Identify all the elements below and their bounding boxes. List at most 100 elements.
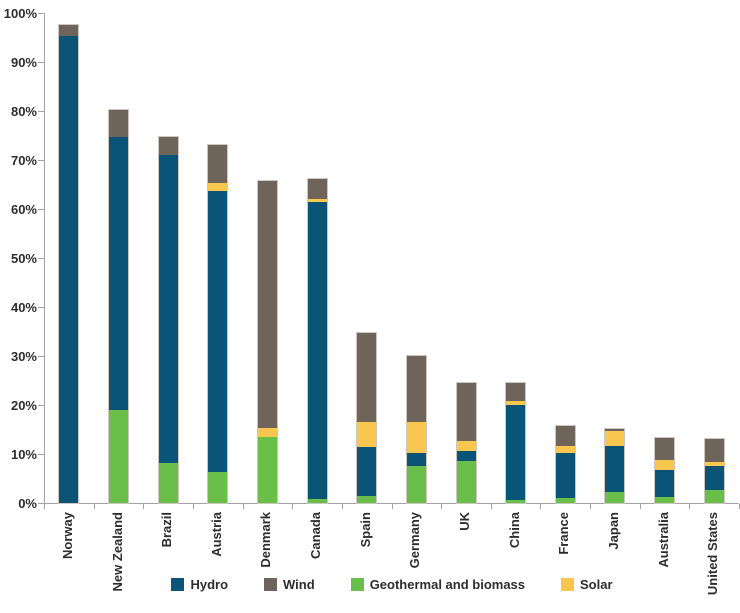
bar-segment-hydro-germany <box>406 452 426 466</box>
x-axis-tick <box>192 504 194 509</box>
bar-segment-hydro-china <box>506 404 526 501</box>
bar-new-zealand <box>108 108 129 504</box>
bar-segment-hydro-france <box>555 453 575 499</box>
bar-segment-geothermal-and-biomass-france <box>555 498 575 504</box>
legend-label-wind: Wind <box>283 577 315 592</box>
bar-denmark <box>256 179 278 504</box>
bar-segment-solar-china <box>506 400 526 405</box>
bar-segment-geothermal-and-biomass-united-states <box>704 489 724 503</box>
y-axis-tick-label: 50% <box>10 251 37 266</box>
bar-segment-solar-australia <box>655 459 674 471</box>
bar-germany <box>405 354 427 504</box>
x-axis-tick <box>44 504 45 509</box>
x-axis-label-austria: Austria <box>208 512 224 557</box>
x-axis-label-denmark: Denmark <box>258 512 274 568</box>
y-axis-tick-label: 100% <box>3 6 37 21</box>
bar-australia <box>654 437 675 504</box>
bar-segment-wind-canada <box>307 179 327 199</box>
bar-france <box>554 425 576 504</box>
bar-segment-hydro-united-states <box>704 465 724 490</box>
x-axis-tick <box>143 504 145 509</box>
bar-segment-solar-uk <box>456 440 476 451</box>
legend-item-geothermal-and-biomass: Geothermal and biomass <box>350 577 526 592</box>
bar-segment-hydro-brazil <box>158 154 178 464</box>
x-axis-label-spain: Spain <box>357 512 373 548</box>
bar-segment-wind-brazil <box>158 136 178 155</box>
bar-austria <box>207 143 229 504</box>
bar-segment-hydro-uk <box>456 450 476 461</box>
y-axis-tick-label: 70% <box>10 153 37 168</box>
bar-segment-hydro-norway <box>59 35 79 503</box>
x-axis-label-canada: Canada <box>308 512 323 559</box>
x-axis-tick <box>341 504 343 509</box>
bar-segment-geothermal-and-biomass-canada <box>307 498 327 503</box>
x-axis-label-norway: Norway <box>59 512 75 559</box>
x-axis-tick <box>540 504 542 509</box>
y-axis-tick <box>38 111 44 112</box>
y-axis-tick-label: 0% <box>18 496 37 511</box>
bar-japan <box>604 427 626 504</box>
legend-label-solar: Solar <box>580 577 613 592</box>
bar-segment-solar-austria <box>208 182 228 192</box>
x-axis-tick <box>490 504 492 509</box>
y-axis-tick <box>38 160 44 161</box>
bar-segment-solar-denmark <box>257 428 277 437</box>
x-axis-label-china: China <box>506 512 522 549</box>
bar-segment-hydro-japan <box>605 446 625 492</box>
bar-segment-geothermal-and-biomass-germany <box>406 465 426 503</box>
bar-segment-geothermal-and-biomass-spain <box>357 495 377 504</box>
legend-swatch-solar <box>561 578 575 591</box>
x-axis-label-germany: Germany <box>407 512 423 569</box>
bar-segment-wind-australia <box>655 438 674 460</box>
bar-segment-geothermal-and-biomass-brazil <box>158 463 178 503</box>
y-axis-line <box>44 13 45 504</box>
y-axis-tick-label: 30% <box>10 349 37 364</box>
legend-item-hydro: Hydro <box>171 577 228 592</box>
x-axis-label-uk: UK <box>457 512 472 531</box>
bar-segment-wind-austria <box>208 144 228 183</box>
bar-segment-wind-france <box>555 426 575 447</box>
legend: Hydro Wind Geothermal and biomass Solar <box>44 577 740 592</box>
x-axis-label-brazil: Brazil <box>159 512 175 548</box>
y-axis-tick <box>38 356 44 357</box>
bar-segment-wind-denmark <box>257 180 277 429</box>
x-axis-line <box>44 503 739 504</box>
y-axis-tick <box>38 258 44 259</box>
bar-segment-wind-uk <box>456 382 476 441</box>
bar-segment-wind-norway <box>59 25 79 36</box>
legend-label-geothermal-and-biomass: Geothermal and biomass <box>369 577 526 592</box>
bar-segment-hydro-australia <box>655 470 674 497</box>
bar-segment-hydro-new-zealand <box>109 137 128 410</box>
x-axis-label-australia: Australia <box>655 512 671 568</box>
y-axis-tick-label: 10% <box>10 447 37 462</box>
y-axis-tick <box>38 454 44 455</box>
y-axis-tick <box>38 405 44 406</box>
x-axis-tick <box>639 504 641 509</box>
y-axis-tick <box>38 503 44 504</box>
x-axis-label-france: France <box>556 512 572 555</box>
bar-segment-solar-france <box>555 446 575 454</box>
bar-segment-geothermal-and-biomass-australia <box>655 496 674 504</box>
bar-segment-wind-new-zealand <box>109 109 128 138</box>
bar-segment-hydro-austria <box>208 191 228 473</box>
bar-segment-solar-canada <box>307 198 327 203</box>
bar-segment-hydro-spain <box>357 447 377 496</box>
bar-segment-geothermal-and-biomass-new-zealand <box>109 409 128 503</box>
y-axis-tick-label: 40% <box>10 300 37 315</box>
x-axis-tick <box>590 504 592 509</box>
legend-item-solar: Solar <box>561 577 613 592</box>
x-axis-tick <box>242 504 244 509</box>
x-axis-label-japan: Japan <box>605 512 621 550</box>
y-axis-tick <box>38 307 44 308</box>
bar-segment-wind-germany <box>406 355 426 422</box>
y-axis-tick-label: 80% <box>10 104 37 119</box>
x-axis-tick <box>391 504 393 509</box>
bar-segment-wind-spain <box>357 333 377 423</box>
x-axis-tick <box>441 504 443 509</box>
bar-norway <box>58 24 80 504</box>
bar-segment-geothermal-and-biomass-uk <box>456 460 476 503</box>
x-axis-tick <box>93 504 95 509</box>
bar-segment-geothermal-and-biomass-austria <box>208 472 228 503</box>
bar-segment-solar-spain <box>357 422 377 448</box>
y-axis-tick-label: 90% <box>10 55 37 70</box>
